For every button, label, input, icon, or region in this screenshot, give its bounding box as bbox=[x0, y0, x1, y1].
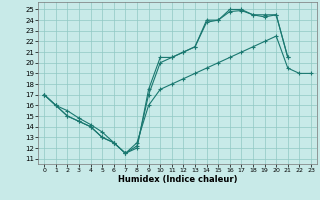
X-axis label: Humidex (Indice chaleur): Humidex (Indice chaleur) bbox=[118, 175, 237, 184]
